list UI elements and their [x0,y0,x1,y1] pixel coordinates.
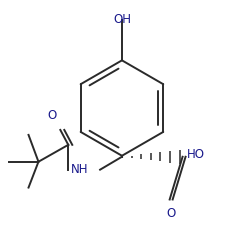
Text: O: O [47,109,57,122]
Text: NH: NH [70,163,88,176]
Text: HO: HO [186,148,204,161]
Text: OH: OH [112,13,130,26]
Text: O: O [166,208,175,220]
